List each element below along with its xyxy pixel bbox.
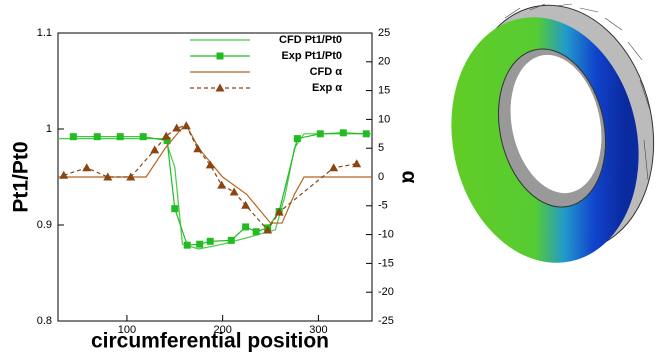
series-line (58, 134, 372, 249)
triangle-marker (216, 84, 225, 92)
y2-tick-label: 20 (378, 56, 390, 68)
triangle-marker (193, 144, 202, 152)
triangle-marker (217, 181, 226, 189)
y-tick-label: 0.8 (37, 315, 52, 327)
legend-label: Exp α (312, 82, 342, 94)
y2-tick-label: 0 (378, 171, 384, 183)
figure: circumferential position Pt1/Pt0 α 10020… (0, 0, 660, 354)
series-line (73, 133, 366, 245)
square-marker (171, 205, 178, 212)
square-marker (228, 237, 235, 244)
square-marker (242, 223, 249, 230)
square-marker (140, 133, 147, 140)
y2-tick-label: -5 (378, 200, 388, 212)
y2-tick-label: 25 (378, 27, 390, 39)
triangle-marker (241, 201, 250, 209)
triangle-marker (182, 121, 191, 129)
x-tick-label: 100 (118, 324, 136, 336)
y2-tick-label: -15 (378, 257, 394, 269)
triangle-marker (352, 159, 361, 167)
ring-render (429, 0, 660, 280)
legend-label: CFD α (310, 66, 343, 78)
x-tick-label: 300 (309, 324, 327, 336)
triangle-marker (206, 160, 215, 168)
y-axis-label: Pt1/Pt0 (10, 141, 33, 212)
triangle-marker (329, 163, 338, 171)
triangle-marker (150, 145, 159, 153)
square-marker (217, 53, 224, 60)
square-marker (207, 238, 214, 245)
x-tick-label: 200 (213, 324, 231, 336)
y2-tick-label: -10 (378, 229, 394, 241)
square-marker (294, 135, 301, 142)
square-marker (317, 130, 324, 137)
legend-label: Exp Pt1/Pt0 (281, 50, 342, 62)
triangle-marker (82, 163, 91, 171)
triangle-marker (162, 132, 171, 140)
square-marker (253, 228, 260, 235)
square-marker (340, 129, 347, 136)
y2-tick-label: -20 (378, 286, 394, 298)
triangle-marker (230, 187, 239, 195)
y-tick-label: 0.9 (37, 219, 52, 231)
y-tick-label: 1.1 (37, 27, 52, 39)
square-marker (196, 241, 203, 248)
y2-tick-label: 10 (378, 113, 390, 125)
y2-tick-label: 15 (378, 85, 390, 97)
square-marker (184, 242, 191, 249)
y2-tick-label: 5 (378, 142, 384, 154)
square-marker (363, 130, 370, 137)
legend-label: CFD Pt1/Pt0 (279, 34, 342, 46)
y-tick-label: 1 (46, 123, 52, 135)
y2-axis-label: α (397, 171, 420, 184)
square-marker (94, 133, 101, 140)
y2-tick-label: -25 (378, 315, 394, 327)
square-marker (70, 133, 77, 140)
square-marker (117, 133, 124, 140)
